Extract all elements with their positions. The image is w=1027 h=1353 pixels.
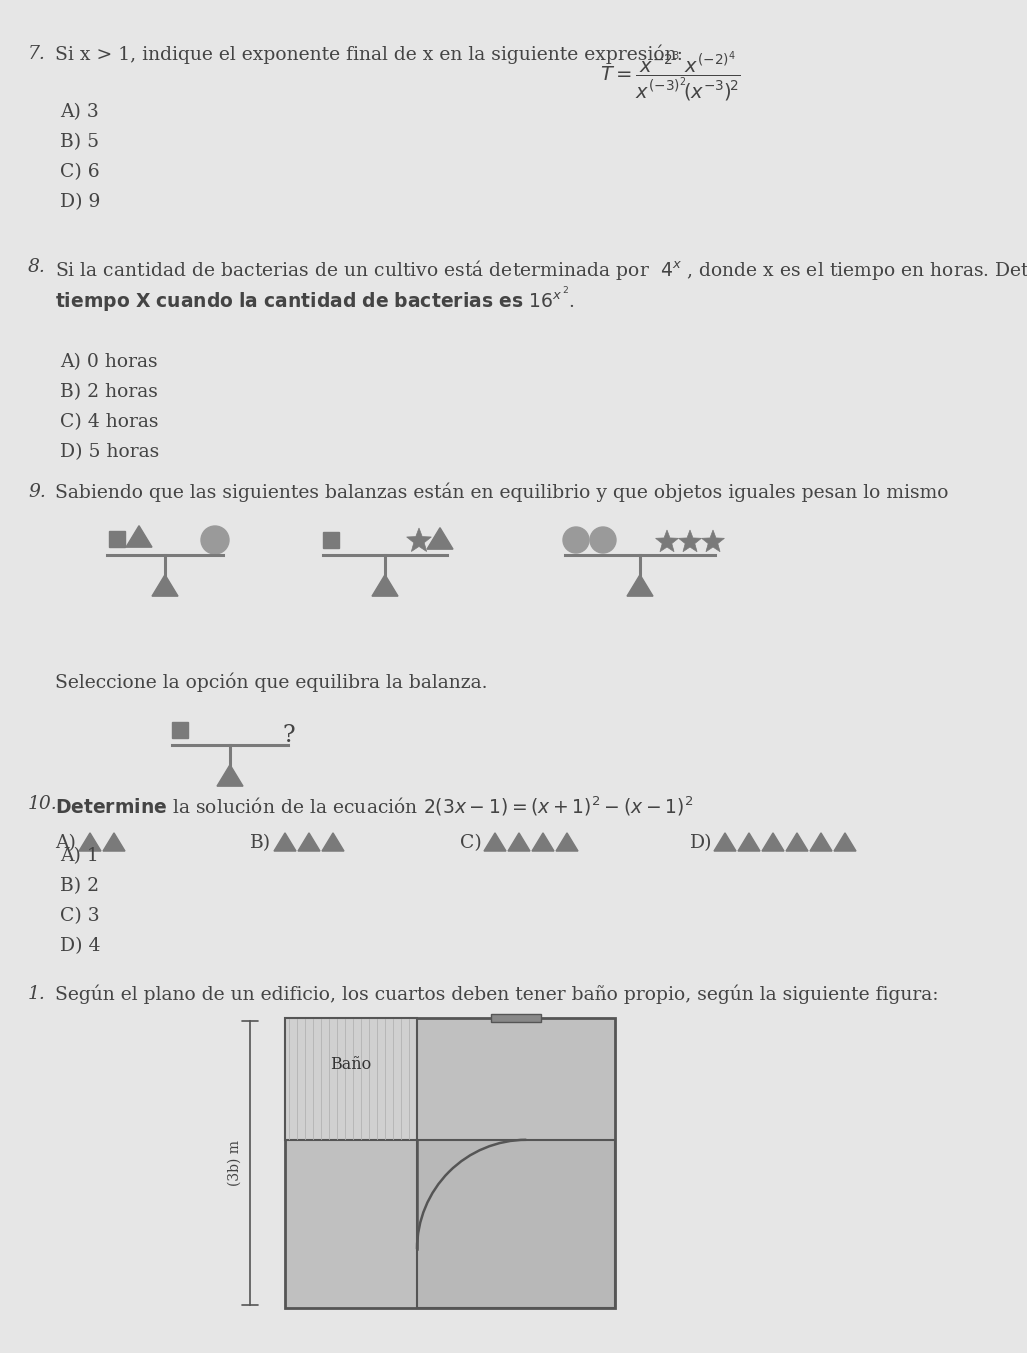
Text: 10.: 10.: [28, 796, 58, 813]
Polygon shape: [484, 833, 506, 851]
Text: D) 9: D) 9: [60, 193, 101, 211]
Polygon shape: [714, 833, 736, 851]
Polygon shape: [556, 833, 578, 851]
Polygon shape: [701, 530, 724, 552]
Text: D) 5 horas: D) 5 horas: [60, 442, 159, 461]
Polygon shape: [217, 764, 243, 786]
Text: B) 2: B) 2: [60, 877, 100, 894]
Text: $T = \dfrac{x^{-2^3}\;x^{(-2)^4}}{x^{(-3)^2}\!\left(x^{-3}\right)^{\!2}}$: $T = \dfrac{x^{-2^3}\;x^{(-2)^4}}{x^{(-3…: [600, 50, 740, 104]
Bar: [491, 1013, 541, 1022]
Polygon shape: [152, 575, 178, 597]
Text: C) 4 horas: C) 4 horas: [60, 413, 158, 432]
Text: A) 3: A) 3: [60, 103, 99, 120]
Polygon shape: [322, 833, 344, 851]
Text: C) 6: C) 6: [60, 162, 100, 181]
Bar: [417, 1139, 615, 1308]
Text: B) 2 horas: B) 2 horas: [60, 383, 158, 400]
Polygon shape: [508, 833, 530, 851]
Circle shape: [563, 528, 589, 553]
Text: Según el plano de un edificio, los cuartos deben tener baño propio, según la sig: Según el plano de un edificio, los cuart…: [55, 985, 939, 1004]
Text: Si la cantidad de bacterias de un cultivo está determinada por  $4^x$ , donde x : Si la cantidad de bacterias de un cultiv…: [55, 258, 1027, 281]
Polygon shape: [372, 575, 398, 597]
Polygon shape: [738, 833, 760, 851]
Text: A) 1: A) 1: [60, 847, 99, 865]
Text: Seleccione la opción que equilibra la balanza.: Seleccione la opción que equilibra la ba…: [55, 672, 488, 693]
Text: Si x > 1, indique el exponente final de x en la siguiente expresión:: Si x > 1, indique el exponente final de …: [55, 45, 683, 65]
Polygon shape: [298, 833, 320, 851]
Polygon shape: [786, 833, 808, 851]
Text: Sabiendo que las siguientes balanzas están en equilibrio y que objetos iguales p: Sabiendo que las siguientes balanzas est…: [55, 483, 949, 502]
Polygon shape: [79, 833, 101, 851]
Text: Baño: Baño: [331, 1055, 372, 1073]
Text: ?: ?: [282, 724, 295, 747]
Polygon shape: [532, 833, 554, 851]
Text: $\bf{tiempo\ X\ cuando\ la\ cantidad\ de\ bacterias\ es}$ $16^{x^{\,2}}$.: $\bf{tiempo\ X\ cuando\ la\ cantidad\ de…: [55, 285, 575, 314]
Text: 9.: 9.: [28, 483, 46, 501]
Text: D) 4: D) 4: [60, 938, 101, 955]
Text: B): B): [250, 833, 271, 852]
Polygon shape: [679, 530, 701, 552]
Polygon shape: [762, 833, 784, 851]
Polygon shape: [427, 528, 453, 549]
Text: 7.: 7.: [28, 45, 46, 64]
Text: A): A): [55, 833, 76, 852]
Text: B) 5: B) 5: [60, 133, 100, 152]
Circle shape: [589, 528, 616, 553]
Polygon shape: [407, 528, 431, 552]
Text: 1.: 1.: [28, 985, 46, 1003]
Text: D): D): [690, 833, 713, 852]
Polygon shape: [126, 526, 152, 547]
Polygon shape: [103, 833, 125, 851]
Bar: [286, 1017, 417, 1139]
Text: 8.: 8.: [28, 258, 46, 276]
Text: (3b) m: (3b) m: [228, 1141, 242, 1187]
Circle shape: [201, 526, 229, 553]
Polygon shape: [274, 833, 296, 851]
Bar: [286, 1017, 615, 1308]
Text: $\mathbf{Determine}$ la solución de la ecuación $2(3x-1) = (x+1)^2 - (x-1)^2$: $\mathbf{Determine}$ la solución de la e…: [55, 796, 693, 819]
Polygon shape: [627, 575, 653, 597]
Bar: [324, 532, 339, 548]
Polygon shape: [655, 530, 679, 552]
Text: C): C): [460, 833, 482, 852]
Polygon shape: [810, 833, 832, 851]
Polygon shape: [834, 833, 855, 851]
Bar: [172, 723, 188, 737]
Bar: [109, 530, 125, 547]
Text: C) 3: C) 3: [60, 907, 100, 925]
Text: A) 0 horas: A) 0 horas: [60, 353, 157, 371]
